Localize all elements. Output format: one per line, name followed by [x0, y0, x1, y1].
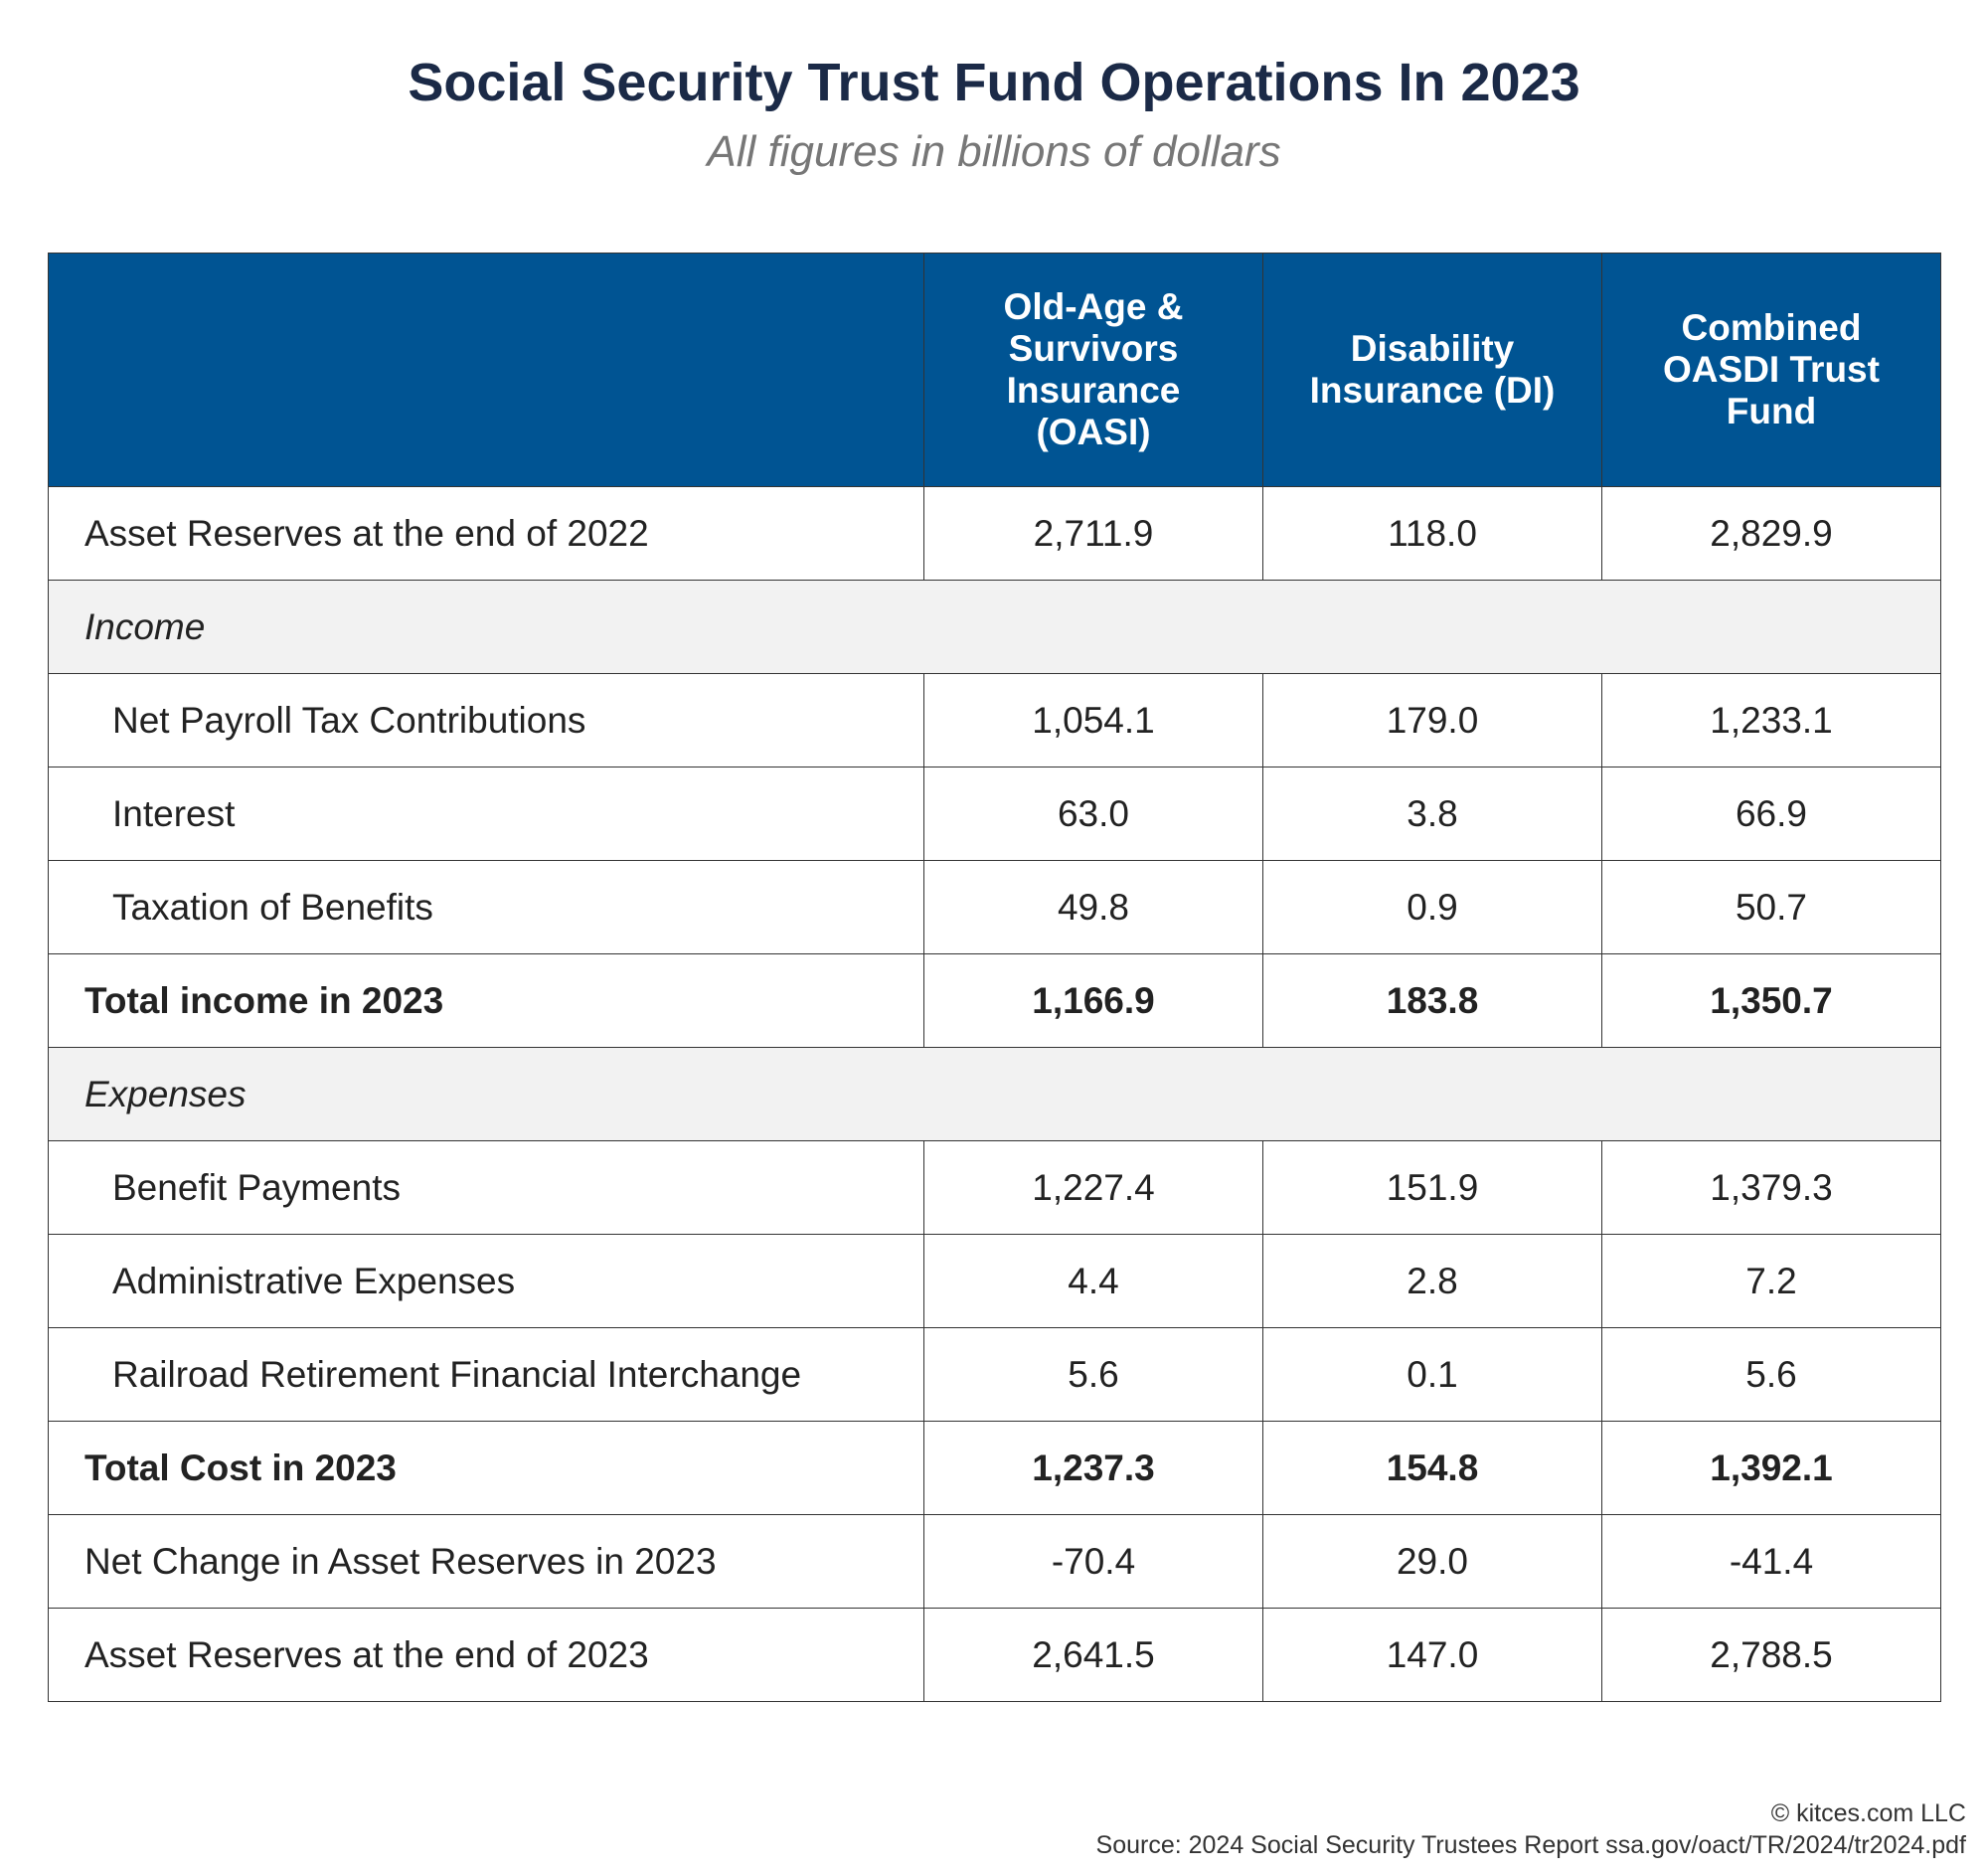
value-cell-combined: -41.4: [1601, 1514, 1941, 1609]
value-cell-oasi: 4.4: [923, 1234, 1263, 1328]
value-cell-combined: 1,233.1: [1601, 673, 1941, 767]
section-row: Expenses: [48, 1047, 1941, 1141]
value-cell-oasi: 1,166.9: [923, 953, 1263, 1048]
row-label: Total income in 2023: [48, 953, 924, 1048]
value-cell-di: 179.0: [1262, 673, 1602, 767]
copyright: © kitces.com LLC: [1770, 1799, 1966, 1827]
table-row: Railroad Retirement Financial Interchang…: [48, 1327, 1941, 1422]
table-row: Asset Reserves at the end of 2022 2,711.9…: [48, 486, 1941, 581]
value-cell-combined: 66.9: [1601, 767, 1941, 861]
value-cell-combined: 50.7: [1601, 860, 1941, 954]
header-cell-oasi: Old-Age & Survivors Insurance (OASI): [923, 253, 1263, 487]
value-cell-oasi: 1,054.1: [923, 673, 1263, 767]
row-label: Net Payroll Tax Contributions: [48, 673, 924, 767]
value-cell-combined: 1,350.7: [1601, 953, 1941, 1048]
row-label: Net Change in Asset Reserves in 2023: [48, 1514, 924, 1609]
table-row: Total income in 2023 1,166.9 183.8 1,350.7: [48, 953, 1941, 1048]
value-cell-di: 118.0: [1262, 486, 1602, 581]
value-cell-oasi: 49.8: [923, 860, 1263, 954]
value-cell-oasi: 2,641.5: [923, 1608, 1263, 1702]
value-cell-di: 151.9: [1262, 1140, 1602, 1235]
page-subtitle: All figures in billions of dollars: [707, 127, 1281, 176]
row-label: Asset Reserves at the end of 2022: [48, 486, 924, 581]
table-row: Net Payroll Tax Contributions 1,054.1 179.…: [48, 673, 1941, 767]
header-row: Old-Age & Survivors Insurance (OASI) Dis…: [48, 253, 1941, 487]
value-cell-oasi: 2,711.9: [923, 486, 1263, 581]
value-cell-di: 29.0: [1262, 1514, 1602, 1609]
table-row: Administrative Expenses 4.4 2.8 7.2: [48, 1234, 1941, 1328]
header-cell-combined: Combined OASDI Trust Fund: [1601, 253, 1941, 487]
value-cell-combined: 1,392.1: [1601, 1421, 1941, 1515]
section-row: Income: [48, 580, 1941, 674]
value-cell-combined: 2,829.9: [1601, 486, 1941, 581]
row-label: Benefit Payments: [48, 1140, 924, 1235]
row-label: Administrative Expenses: [48, 1234, 924, 1328]
source-note: Source: 2024 Social Security Trustees Re…: [1095, 1831, 1966, 1859]
value-cell-combined: 7.2: [1601, 1234, 1941, 1328]
header-cell-label: [48, 253, 924, 487]
table-row: Net Change in Asset Reserves in 2023 -70.…: [48, 1514, 1941, 1609]
value-cell-di: 154.8: [1262, 1421, 1602, 1515]
value-cell-oasi: -70.4: [923, 1514, 1263, 1609]
trust-fund-table: Old-Age & Survivors Insurance (OASI) Dis…: [48, 253, 1941, 1702]
row-label: Income: [48, 580, 1941, 674]
row-label: Asset Reserves at the end of 2023: [48, 1608, 924, 1702]
value-cell-combined: 1,379.3: [1601, 1140, 1941, 1235]
value-cell-di: 147.0: [1262, 1608, 1602, 1702]
header-cell-di: Disability Insurance (DI): [1262, 253, 1602, 487]
page-title: Social Security Trust Fund Operations In…: [408, 53, 1580, 112]
value-cell-oasi: 1,237.3: [923, 1421, 1263, 1515]
value-cell-di: 0.9: [1262, 860, 1602, 954]
value-cell-di: 2.8: [1262, 1234, 1602, 1328]
row-label: Railroad Retirement Financial Interchang…: [48, 1327, 924, 1422]
table-row: Total Cost in 2023 1,237.3 154.8 1,392.1: [48, 1421, 1941, 1515]
row-label: Total Cost in 2023: [48, 1421, 924, 1515]
table-row: Taxation of Benefits 49.8 0.9 50.7: [48, 860, 1941, 954]
value-cell-di: 0.1: [1262, 1327, 1602, 1422]
row-label: Interest: [48, 767, 924, 861]
table-row: Asset Reserves at the end of 2023 2,641.5…: [48, 1608, 1941, 1702]
table-row: Interest 63.0 3.8 66.9: [48, 767, 1941, 861]
value-cell-combined: 2,788.5: [1601, 1608, 1941, 1702]
table-row: Benefit Payments 1,227.4 151.9 1,379.3: [48, 1140, 1941, 1235]
value-cell-di: 183.8: [1262, 953, 1602, 1048]
value-cell-oasi: 63.0: [923, 767, 1263, 861]
value-cell-oasi: 5.6: [923, 1327, 1263, 1422]
row-label: Expenses: [48, 1047, 1941, 1141]
value-cell-di: 3.8: [1262, 767, 1602, 861]
row-label: Taxation of Benefits: [48, 860, 924, 954]
value-cell-combined: 5.6: [1601, 1327, 1941, 1422]
value-cell-oasi: 1,227.4: [923, 1140, 1263, 1235]
